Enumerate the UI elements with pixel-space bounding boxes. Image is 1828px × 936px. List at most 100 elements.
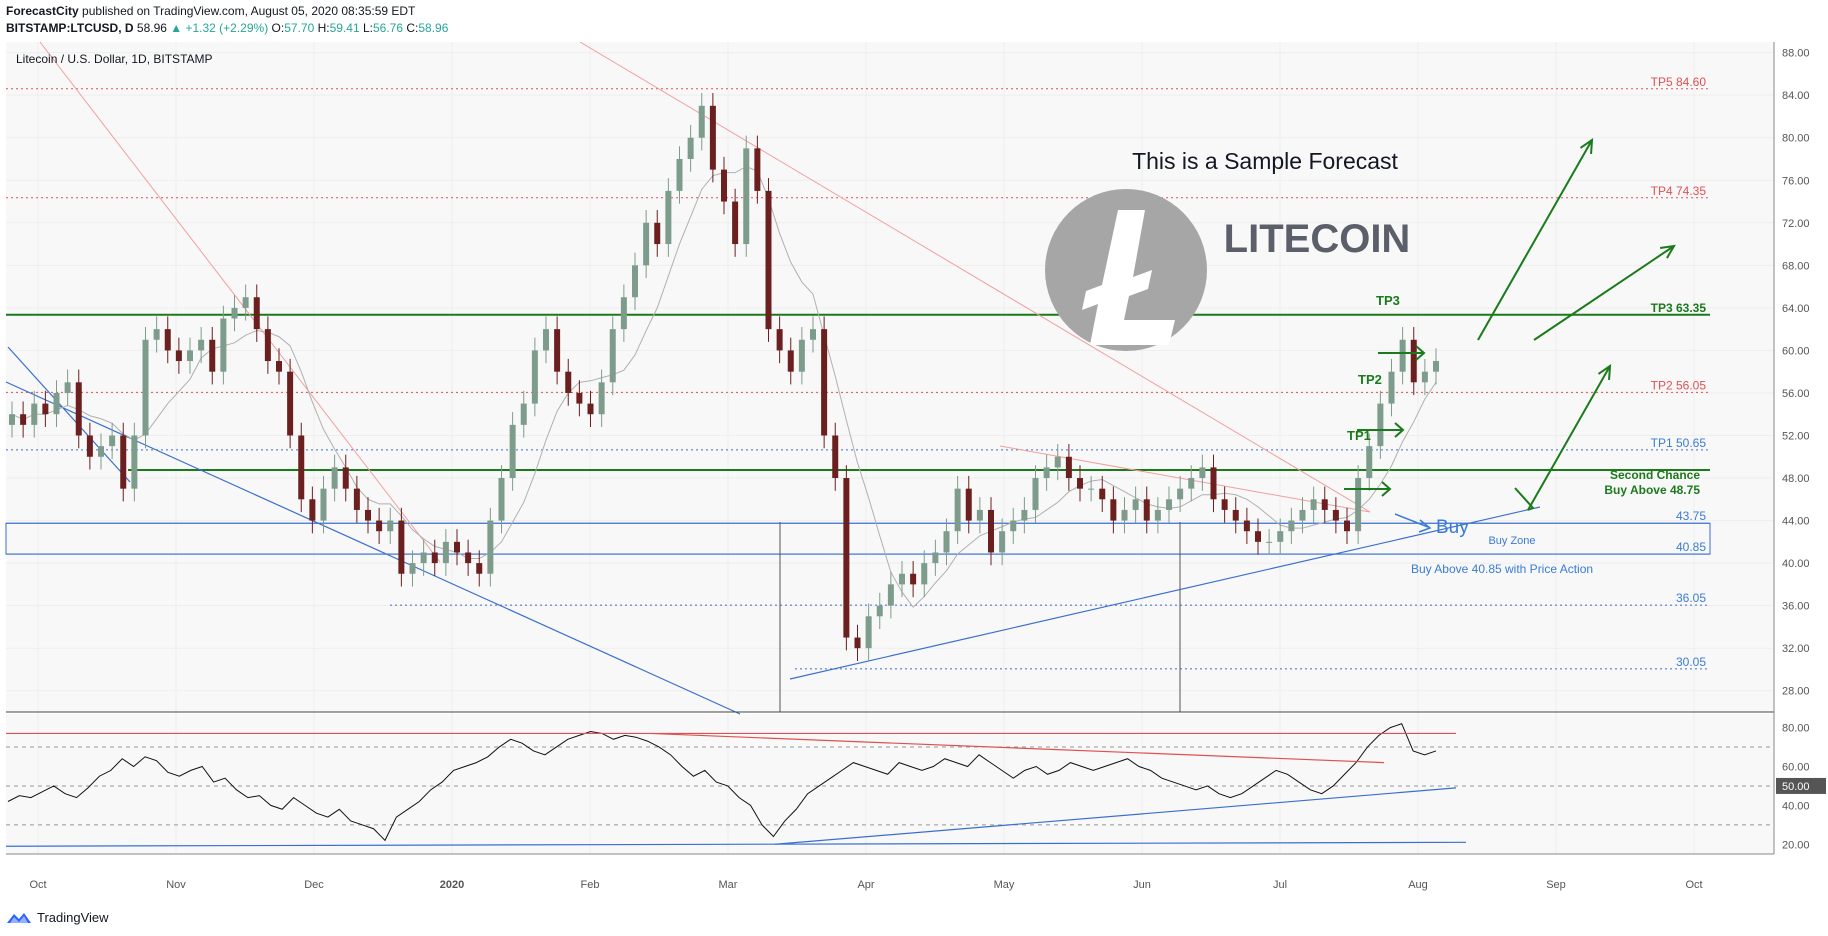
forecast-arrow <box>1527 365 1611 511</box>
candle-body <box>576 392 583 404</box>
candle-body <box>220 318 227 372</box>
candle-body <box>1366 446 1373 479</box>
candle-body <box>276 361 282 372</box>
candle-body <box>1288 520 1295 532</box>
candle-body <box>565 371 572 393</box>
candle-body <box>42 403 49 415</box>
candle-body <box>1110 499 1117 521</box>
candle-body <box>765 190 772 330</box>
tp-arrow-head <box>1394 422 1405 438</box>
candle-body <box>264 329 271 362</box>
candle-body <box>454 541 460 553</box>
candle-body <box>487 520 494 574</box>
rsi-current-badge <box>1776 777 1826 794</box>
candle-body <box>98 446 104 457</box>
candle-body <box>1277 531 1284 542</box>
candle-body <box>1421 371 1428 383</box>
candle-body <box>932 552 939 564</box>
tp-arrow-head <box>1415 345 1426 361</box>
author-name[interactable]: ForecastCity <box>6 4 79 18</box>
symbol-label: BITSTAMP:LTCUSD, D <box>6 21 134 35</box>
litecoin-brand: LITECOIN <box>1224 217 1411 261</box>
candle-body <box>353 488 360 510</box>
buy-arrow <box>1394 513 1429 528</box>
close-label: C: <box>406 21 419 35</box>
price-tick-label: 32.00 <box>1782 643 1810 655</box>
candle-body <box>231 307 238 319</box>
high-value: 59.41 <box>329 21 360 35</box>
rsi-indicator <box>5 723 1467 847</box>
tradingview-footer[interactable]: TradingView <box>6 910 109 925</box>
tp-label: TP3 <box>1376 293 1400 308</box>
price-tick-label: 56.00 <box>1782 388 1810 400</box>
litecoin-logo-icon <box>1045 189 1207 351</box>
price-tick-label: 60.00 <box>1782 345 1810 357</box>
tp-arrow-head <box>1381 481 1392 497</box>
annotations: TP5 84.60 TP4 74.35 TP3 63.35 TP2 56.05 TP1 … <box>1344 75 1706 669</box>
time-tick-label: Apr <box>857 879 874 891</box>
candle-body <box>409 563 416 574</box>
time-tick-label: Oct <box>29 879 46 891</box>
candle-body <box>643 222 650 266</box>
candle-body <box>476 563 483 574</box>
candle-body <box>798 339 805 372</box>
price-tick-label: 72.00 <box>1782 218 1810 230</box>
candle-body <box>242 297 249 308</box>
candle-body <box>732 201 739 245</box>
open-label: O: <box>271 21 285 35</box>
buy-label: Buy <box>1436 517 1469 538</box>
trend-lines <box>5 42 1711 715</box>
candle-body <box>620 297 627 330</box>
low-value: 56.76 <box>372 21 404 35</box>
open-value: 57.70 <box>284 21 315 35</box>
low-label: L: <box>362 21 373 35</box>
rsi-pane-bg <box>6 714 1774 854</box>
publish-line: ForecastCity published on TradingView.co… <box>6 4 415 18</box>
candle-body <box>1433 361 1439 372</box>
candle-body <box>709 105 716 170</box>
level-label: 40.85 <box>1676 540 1706 554</box>
time-tick-label: Sep <box>1546 879 1566 891</box>
price-tick-label: 44.00 <box>1782 516 1810 528</box>
time-tick-label: Feb <box>581 879 600 891</box>
candle-body <box>1166 499 1172 510</box>
price-tick-label: 80.00 <box>1782 133 1810 145</box>
candle-body <box>309 499 316 521</box>
price-tick-label: 36.00 <box>1782 601 1810 613</box>
candle-body <box>554 329 561 372</box>
candle-body <box>420 552 427 564</box>
candle-body <box>398 520 405 574</box>
candle-body <box>1054 456 1061 468</box>
candle-body <box>520 403 527 425</box>
candle-body <box>543 329 549 351</box>
forecast-arrow-head <box>1579 138 1594 155</box>
candle-body <box>1399 339 1406 372</box>
forecast-arrow-hook <box>1514 487 1535 511</box>
candle-body <box>1043 467 1050 479</box>
candle-body <box>164 329 171 351</box>
candle-body <box>253 297 260 330</box>
price-tick-label: 64.00 <box>1782 303 1810 315</box>
candle-body <box>810 329 816 340</box>
candle-body <box>1199 467 1206 479</box>
buy-arrow-head <box>1418 519 1432 533</box>
candle-body <box>131 435 138 489</box>
candle-body <box>843 478 850 638</box>
candle-body <box>876 605 883 617</box>
level-label: TP4 74.35 <box>1651 184 1707 198</box>
candle-body <box>20 414 27 425</box>
candle-body <box>654 222 661 245</box>
rsi-line <box>7 723 1437 842</box>
level-label: TP5 84.60 <box>1651 75 1707 89</box>
rsi-support-line <box>774 787 1457 845</box>
forecast-arrow-head <box>1659 244 1676 259</box>
candle-body <box>632 265 638 298</box>
candle-body <box>609 329 616 383</box>
price-chart[interactable]: TP5 84.60 TP4 74.35 TP3 63.35 TP2 56.05 TP1 … <box>0 42 1828 906</box>
buy-zone-box <box>5 522 1711 555</box>
candle-body <box>442 541 449 564</box>
forecast-arrow <box>1477 139 1593 341</box>
candle-body <box>187 350 193 362</box>
trend-line <box>789 506 1541 680</box>
chart-title: Litecoin / U.S. Dollar, 1D, BITSTAMP <box>16 52 213 66</box>
